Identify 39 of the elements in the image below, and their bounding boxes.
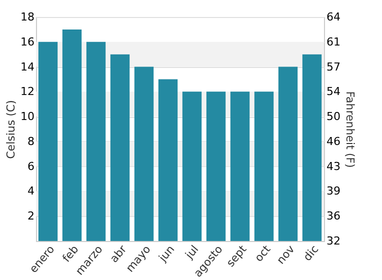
y2-tick-label: 61 — [326, 35, 340, 48]
y-tick-label: 8 — [28, 134, 34, 148]
bar — [278, 66, 298, 241]
x-tick-label: oct — [252, 242, 274, 264]
y2-tick-label: 50 — [326, 110, 340, 124]
bar — [254, 92, 274, 241]
x-tick-label: abr — [108, 242, 130, 266]
y-tick-label: 14 — [20, 60, 34, 74]
bar — [158, 79, 178, 241]
x-tick-label: feb — [60, 242, 82, 265]
y-tick-label: 2 — [28, 210, 34, 223]
y2-tick-label: 54 — [326, 85, 340, 98]
y2-tick-label: 64 — [326, 10, 340, 24]
y2-tick-label: 36 — [326, 210, 340, 223]
x-tick-label: jun — [156, 242, 178, 265]
y-tick-label: 18 — [20, 10, 34, 24]
bar — [134, 66, 154, 241]
y-tick-label: 6 — [28, 160, 34, 173]
bar — [182, 92, 202, 241]
y2-tick-label: 32 — [326, 234, 340, 248]
bar — [38, 42, 58, 241]
bar — [206, 92, 226, 241]
y2-tick-label: 39 — [326, 184, 340, 198]
y-tick-label: 16 — [20, 35, 34, 48]
y-tick-label: 12 — [20, 85, 34, 98]
bar — [230, 92, 250, 241]
y-tick-label: 4 — [28, 184, 34, 198]
y-axis-title: Celsius (C) — [4, 100, 18, 159]
bar — [62, 29, 82, 241]
y2-tick-label: 57 — [326, 60, 340, 74]
x-tick-label: dic — [300, 242, 322, 264]
bar — [110, 54, 130, 241]
y-tick-label: 10 — [20, 110, 34, 124]
x-tick-label: nov — [274, 242, 298, 267]
bar — [302, 54, 322, 241]
bar — [86, 42, 106, 241]
y2-axis-title: Fahrenheit (F) — [343, 91, 356, 168]
y2-tick-label: 46 — [326, 134, 340, 148]
y2-tick-label: 43 — [326, 160, 340, 173]
